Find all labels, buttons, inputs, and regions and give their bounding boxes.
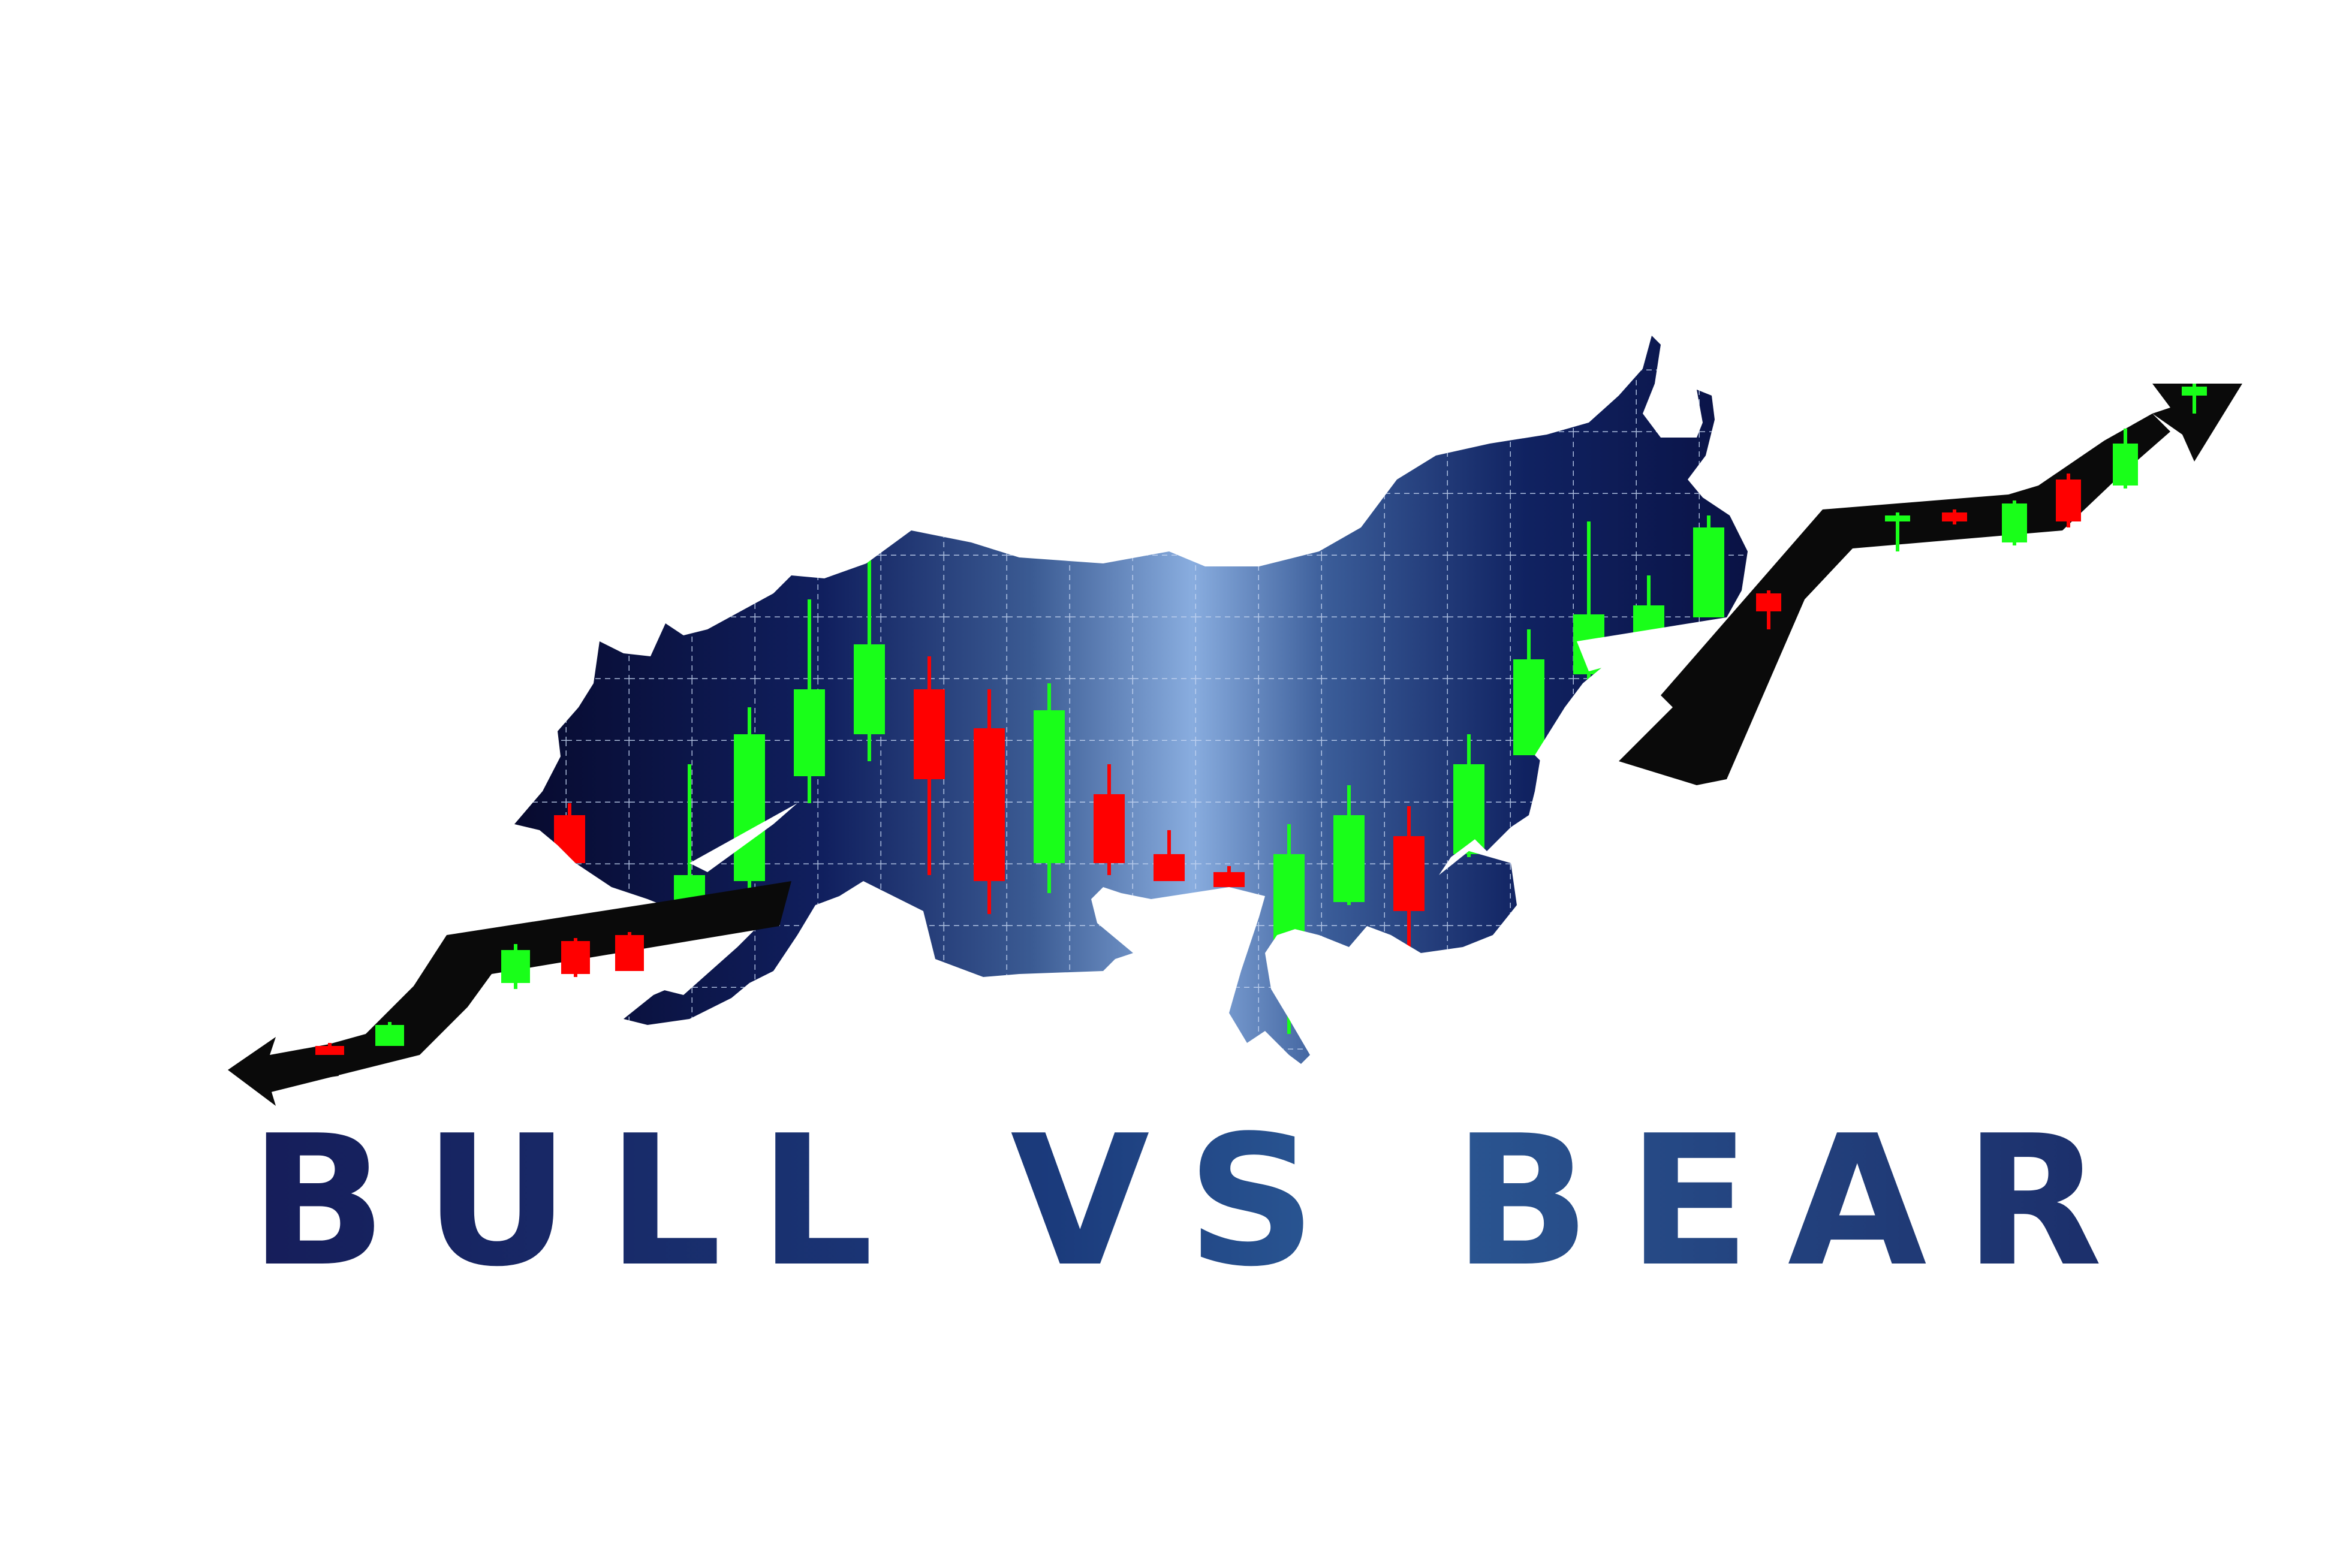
candle-body — [854, 644, 885, 734]
candle-body — [1513, 659, 1544, 755]
down-arrow-icon — [228, 881, 791, 1106]
candle-body — [2002, 503, 2027, 542]
candle-body — [1756, 593, 1781, 611]
candle-body — [315, 1046, 344, 1055]
candle-wick — [688, 764, 691, 974]
candle-body — [1213, 872, 1245, 887]
candle-body — [1154, 854, 1185, 881]
candle-body — [375, 1025, 404, 1046]
candle-body — [1942, 512, 1967, 521]
up-arrow-icon — [1619, 384, 2242, 785]
candle-body — [1393, 836, 1425, 911]
candle-body — [1034, 710, 1065, 863]
candle-body — [914, 689, 945, 779]
candle-body — [2113, 444, 2138, 486]
candle-body — [1453, 764, 1484, 854]
candle-body — [794, 689, 825, 776]
candle-body — [561, 941, 590, 974]
candle-wick — [2193, 384, 2196, 414]
candle-body — [2182, 387, 2207, 396]
headline: BULL VS BEAR — [0, 1112, 2352, 1292]
candle-body — [554, 815, 585, 863]
candle-body — [1094, 794, 1125, 863]
candle-body — [1273, 854, 1305, 959]
candle-body — [1885, 515, 1910, 521]
candle-wick — [1896, 512, 1899, 551]
candle-body — [615, 935, 644, 971]
candle-body — [2056, 480, 2081, 521]
candle-body — [501, 950, 530, 983]
candle-body — [734, 734, 765, 881]
candle-body — [1333, 815, 1365, 902]
candle-body — [1693, 527, 1724, 617]
candle-body — [974, 728, 1005, 881]
